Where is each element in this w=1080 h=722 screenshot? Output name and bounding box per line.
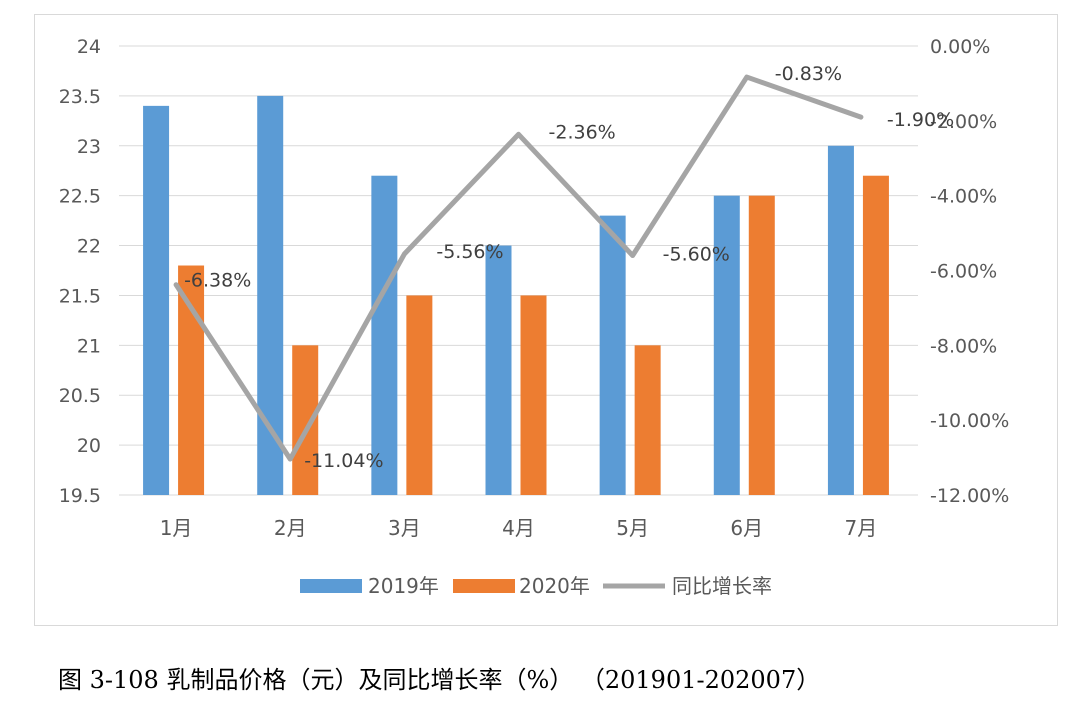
legend-label-growth: 同比增长率 (672, 574, 772, 598)
x-axis-category: 1月 (160, 516, 193, 540)
growth-rate-label: -0.83% (775, 63, 842, 85)
left-axis-tick: 22.5 (59, 186, 101, 208)
left-axis-tick: 21.5 (59, 285, 101, 307)
chart: 24 23.5 23 22.5 22 21.5 21 20.5 20 19.5 0.00% -2.00… (59, 36, 1010, 598)
legend-swatch-2020 (453, 579, 515, 593)
right-axis-tick: -8.00% (930, 335, 997, 357)
left-axis-tick: 19.5 (59, 485, 101, 507)
bar-2020 (748, 195, 775, 495)
right-axis-tick: -6.00% (930, 261, 997, 283)
x-axis-category: 7月 (845, 516, 878, 540)
legend-swatch-2019 (300, 579, 362, 593)
right-axis-tick: -2.00% (930, 111, 997, 133)
x-axis-category: 4月 (502, 516, 535, 540)
bar-2019 (827, 145, 854, 495)
bar-2020 (520, 295, 547, 495)
x-axis-category: 3月 (388, 516, 421, 540)
growth-rate-label: -5.60% (663, 244, 730, 266)
chart-frame: 24 23.5 23 22.5 22 21.5 21 20.5 20 19.5 0.00% -2.00… (34, 14, 1058, 626)
left-axis-tick: 23.5 (59, 86, 101, 108)
legend-label-2020: 2020年 (519, 574, 590, 598)
growth-rate-label: -11.04% (304, 450, 383, 472)
x-axis-category: 2月 (274, 516, 307, 540)
right-axis-tick: 0.00% (930, 36, 990, 58)
figure-caption: 图 3-108 乳制品价格（元）及同比增长率（%） （201901-202007… (58, 666, 821, 694)
left-axis-tick: 22 (77, 236, 101, 258)
growth-rate-label: -1.90% (887, 109, 954, 131)
right-axis-tick: -12.00% (930, 485, 1009, 507)
bar-2019 (143, 105, 170, 495)
left-axis-tick: 21 (77, 335, 101, 357)
bar-2020 (406, 295, 433, 495)
growth-rate-label: -6.38% (184, 270, 251, 292)
growth-rate-label: -2.36% (549, 121, 616, 143)
left-axis-tick: 23 (77, 136, 101, 158)
x-axis-category: 5月 (616, 516, 649, 540)
left-axis-tick: 20 (77, 435, 101, 457)
bar-2020 (862, 175, 889, 495)
x-axis-category: 6月 (730, 516, 763, 540)
left-axis-tick: 20.5 (59, 385, 101, 407)
legend-label-2019: 2019年 (368, 574, 439, 598)
bar-2019 (257, 95, 284, 495)
bar-2019 (599, 215, 626, 495)
bar-2019 (371, 175, 398, 495)
bar-2019 (485, 245, 512, 495)
right-axis-tick: -10.00% (930, 410, 1009, 432)
bar-2020 (634, 345, 661, 495)
growth-rate-label: -5.56% (436, 241, 503, 263)
left-axis-tick: 24 (77, 36, 101, 58)
growth-rate-line (173, 74, 864, 462)
bar-2020 (178, 265, 205, 495)
right-axis-tick: -4.00% (930, 186, 997, 208)
bar-2019 (713, 195, 740, 495)
